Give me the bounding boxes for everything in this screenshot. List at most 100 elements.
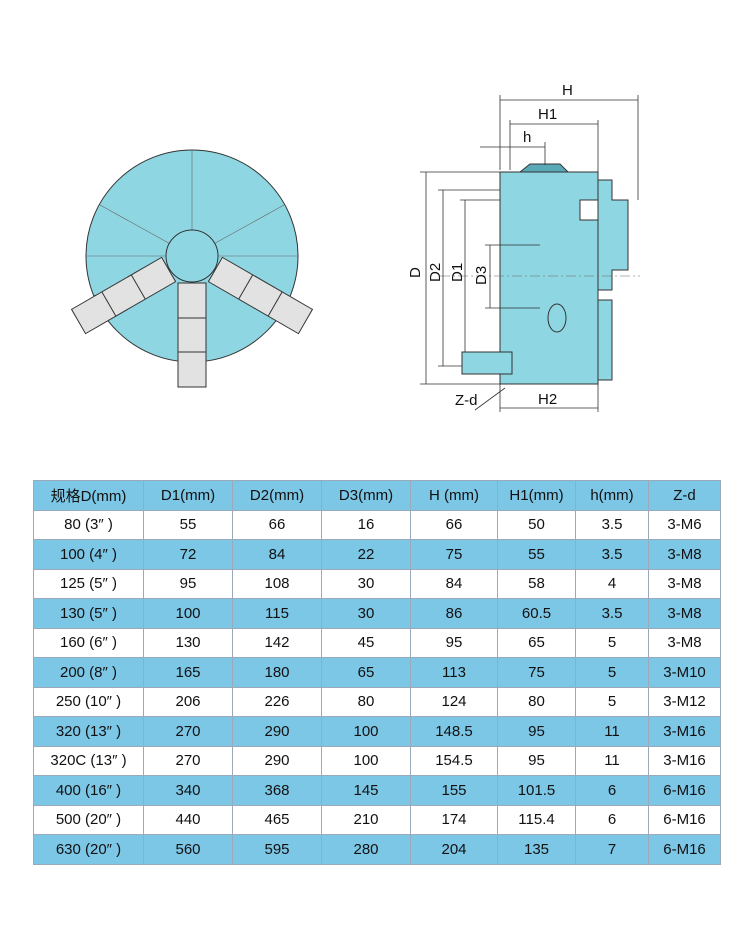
table-cell: 204 bbox=[410, 834, 498, 865]
table-row: 130 (5″ ) 100 115 30 86 60.5 3.5 3-M8 bbox=[33, 598, 721, 629]
table-cell: 3-M16 bbox=[648, 716, 721, 747]
table-cell: 113 bbox=[410, 657, 498, 688]
table-cell: 6-M16 bbox=[648, 834, 721, 865]
table-cell: 115.4 bbox=[497, 804, 576, 835]
table-cell: 6 bbox=[575, 804, 649, 835]
table-row: 400 (16″ ) 340 368 145 155 101.5 6 6-M16 bbox=[33, 775, 721, 806]
table-cell: 5 bbox=[575, 627, 649, 658]
label-D: D bbox=[407, 267, 424, 278]
table-cell: 108 bbox=[232, 568, 322, 599]
column-header: 规格D(mm) bbox=[33, 480, 144, 511]
table-cell: 100 bbox=[321, 716, 411, 747]
table-cell: 368 bbox=[232, 775, 322, 806]
table-cell: 250 (10″ ) bbox=[33, 686, 144, 717]
table-cell: 66 bbox=[410, 509, 498, 540]
table-cell: 142 bbox=[232, 627, 322, 658]
column-header: h(mm) bbox=[575, 480, 649, 511]
table-cell: 125 (5″ ) bbox=[33, 568, 144, 599]
table-cell: 155 bbox=[410, 775, 498, 806]
table-cell: 95 bbox=[497, 716, 576, 747]
table-cell: 270 bbox=[143, 716, 233, 747]
table-row: 630 (20″ ) 560 595 280 204 135 7 6-M16 bbox=[33, 834, 721, 865]
table-cell: 206 bbox=[143, 686, 233, 717]
table-cell: 270 bbox=[143, 745, 233, 776]
jaw-bottom bbox=[177, 282, 207, 388]
column-header: D3(mm) bbox=[321, 480, 411, 511]
table-row: 160 (6″ ) 130 142 45 95 65 5 3-M8 bbox=[33, 627, 721, 658]
label-h: h bbox=[523, 129, 531, 146]
table-cell: 72 bbox=[143, 539, 233, 570]
table-cell: 3-M8 bbox=[648, 598, 721, 629]
table-cell: 30 bbox=[321, 598, 411, 629]
table-cell: 101.5 bbox=[497, 775, 576, 806]
table-cell: 210 bbox=[321, 804, 411, 835]
table-row: 250 (10″ ) 206 226 80 124 80 5 3-M12 bbox=[33, 686, 721, 717]
table-cell: 80 (3″ ) bbox=[33, 509, 144, 540]
table-cell: 11 bbox=[575, 716, 649, 747]
table-cell: 6-M16 bbox=[648, 775, 721, 806]
table-cell: 500 (20″ ) bbox=[33, 804, 144, 835]
table-cell: 3-M12 bbox=[648, 686, 721, 717]
table-cell: 6-M16 bbox=[648, 804, 721, 835]
table-cell: 7 bbox=[575, 834, 649, 865]
label-H1: H1 bbox=[538, 106, 557, 123]
table-cell: 130 (5″ ) bbox=[33, 598, 144, 629]
table-cell: 3.5 bbox=[575, 539, 649, 570]
table-cell: 80 bbox=[497, 686, 576, 717]
table-row: 320C (13″ ) 270 290 100 154.5 95 11 3-M16 bbox=[33, 745, 721, 776]
label-D3: D3 bbox=[473, 266, 490, 285]
table-cell: 80 bbox=[321, 686, 411, 717]
column-header: D2(mm) bbox=[232, 480, 322, 511]
table-cell: 75 bbox=[410, 539, 498, 570]
table-cell: 84 bbox=[232, 539, 322, 570]
jaw-right bbox=[70, 256, 177, 335]
table-row: 100 (4″ ) 72 84 22 75 55 3.5 3-M8 bbox=[33, 539, 721, 570]
table-cell: 320 (13″ ) bbox=[33, 716, 144, 747]
table-cell: 154.5 bbox=[410, 745, 498, 776]
table-cell: 50 bbox=[497, 509, 576, 540]
table-row: 125 (5″ ) 95 108 30 84 58 4 3-M8 bbox=[33, 568, 721, 599]
table-cell: 65 bbox=[321, 657, 411, 688]
table-row: 500 (20″ ) 440 465 210 174 115.4 6 6-M16 bbox=[33, 804, 721, 835]
table-cell: 65 bbox=[497, 627, 576, 658]
table-cell: 55 bbox=[497, 539, 576, 570]
table-cell: 180 bbox=[232, 657, 322, 688]
table-cell: 75 bbox=[497, 657, 576, 688]
table-cell: 280 bbox=[321, 834, 411, 865]
table-cell: 115 bbox=[232, 598, 322, 629]
table-cell: 3-M8 bbox=[648, 568, 721, 599]
label-D1: D1 bbox=[449, 263, 466, 282]
table-cell: 630 (20″ ) bbox=[33, 834, 144, 865]
table-cell: 100 bbox=[143, 598, 233, 629]
table-cell: 95 bbox=[410, 627, 498, 658]
table-cell: 84 bbox=[410, 568, 498, 599]
table-cell: 340 bbox=[143, 775, 233, 806]
side-view: H H1 h D D2 D1 D3 Z-d H2 bbox=[407, 82, 640, 412]
table-header-row: 规格D(mm) D1(mm) D2(mm) D3(mm) H (mm) H1(mm) h(m… bbox=[33, 480, 721, 511]
label-Z-d: Z-d bbox=[455, 392, 478, 409]
table-cell: 595 bbox=[232, 834, 322, 865]
table-row: 80 (3″ ) 55 66 16 66 50 3.5 3-M6 bbox=[33, 509, 721, 540]
table-cell: 174 bbox=[410, 804, 498, 835]
table-cell: 145 bbox=[321, 775, 411, 806]
table-cell: 5 bbox=[575, 657, 649, 688]
table-cell: 200 (8″ ) bbox=[33, 657, 144, 688]
spec-table: 规格D(mm) D1(mm) D2(mm) D3(mm) H (mm) H1(mm) h(m… bbox=[33, 480, 721, 865]
chuck-diagrams: H H1 h D D2 D1 D3 Z-d H2 bbox=[70, 82, 640, 412]
table-cell: 3.5 bbox=[575, 509, 649, 540]
table-cell: 135 bbox=[497, 834, 576, 865]
table-cell: 55 bbox=[143, 509, 233, 540]
table-cell: 95 bbox=[143, 568, 233, 599]
table-cell: 3.5 bbox=[575, 598, 649, 629]
table-cell: 290 bbox=[232, 716, 322, 747]
label-H2: H2 bbox=[538, 391, 557, 408]
table-cell: 45 bbox=[321, 627, 411, 658]
table-cell: 465 bbox=[232, 804, 322, 835]
jaw-left bbox=[207, 256, 314, 335]
table-cell: 3-M8 bbox=[648, 539, 721, 570]
table-cell: 22 bbox=[321, 539, 411, 570]
table-cell: 124 bbox=[410, 686, 498, 717]
table-cell: 5 bbox=[575, 686, 649, 717]
table-cell: 3-M10 bbox=[648, 657, 721, 688]
table-cell: 11 bbox=[575, 745, 649, 776]
